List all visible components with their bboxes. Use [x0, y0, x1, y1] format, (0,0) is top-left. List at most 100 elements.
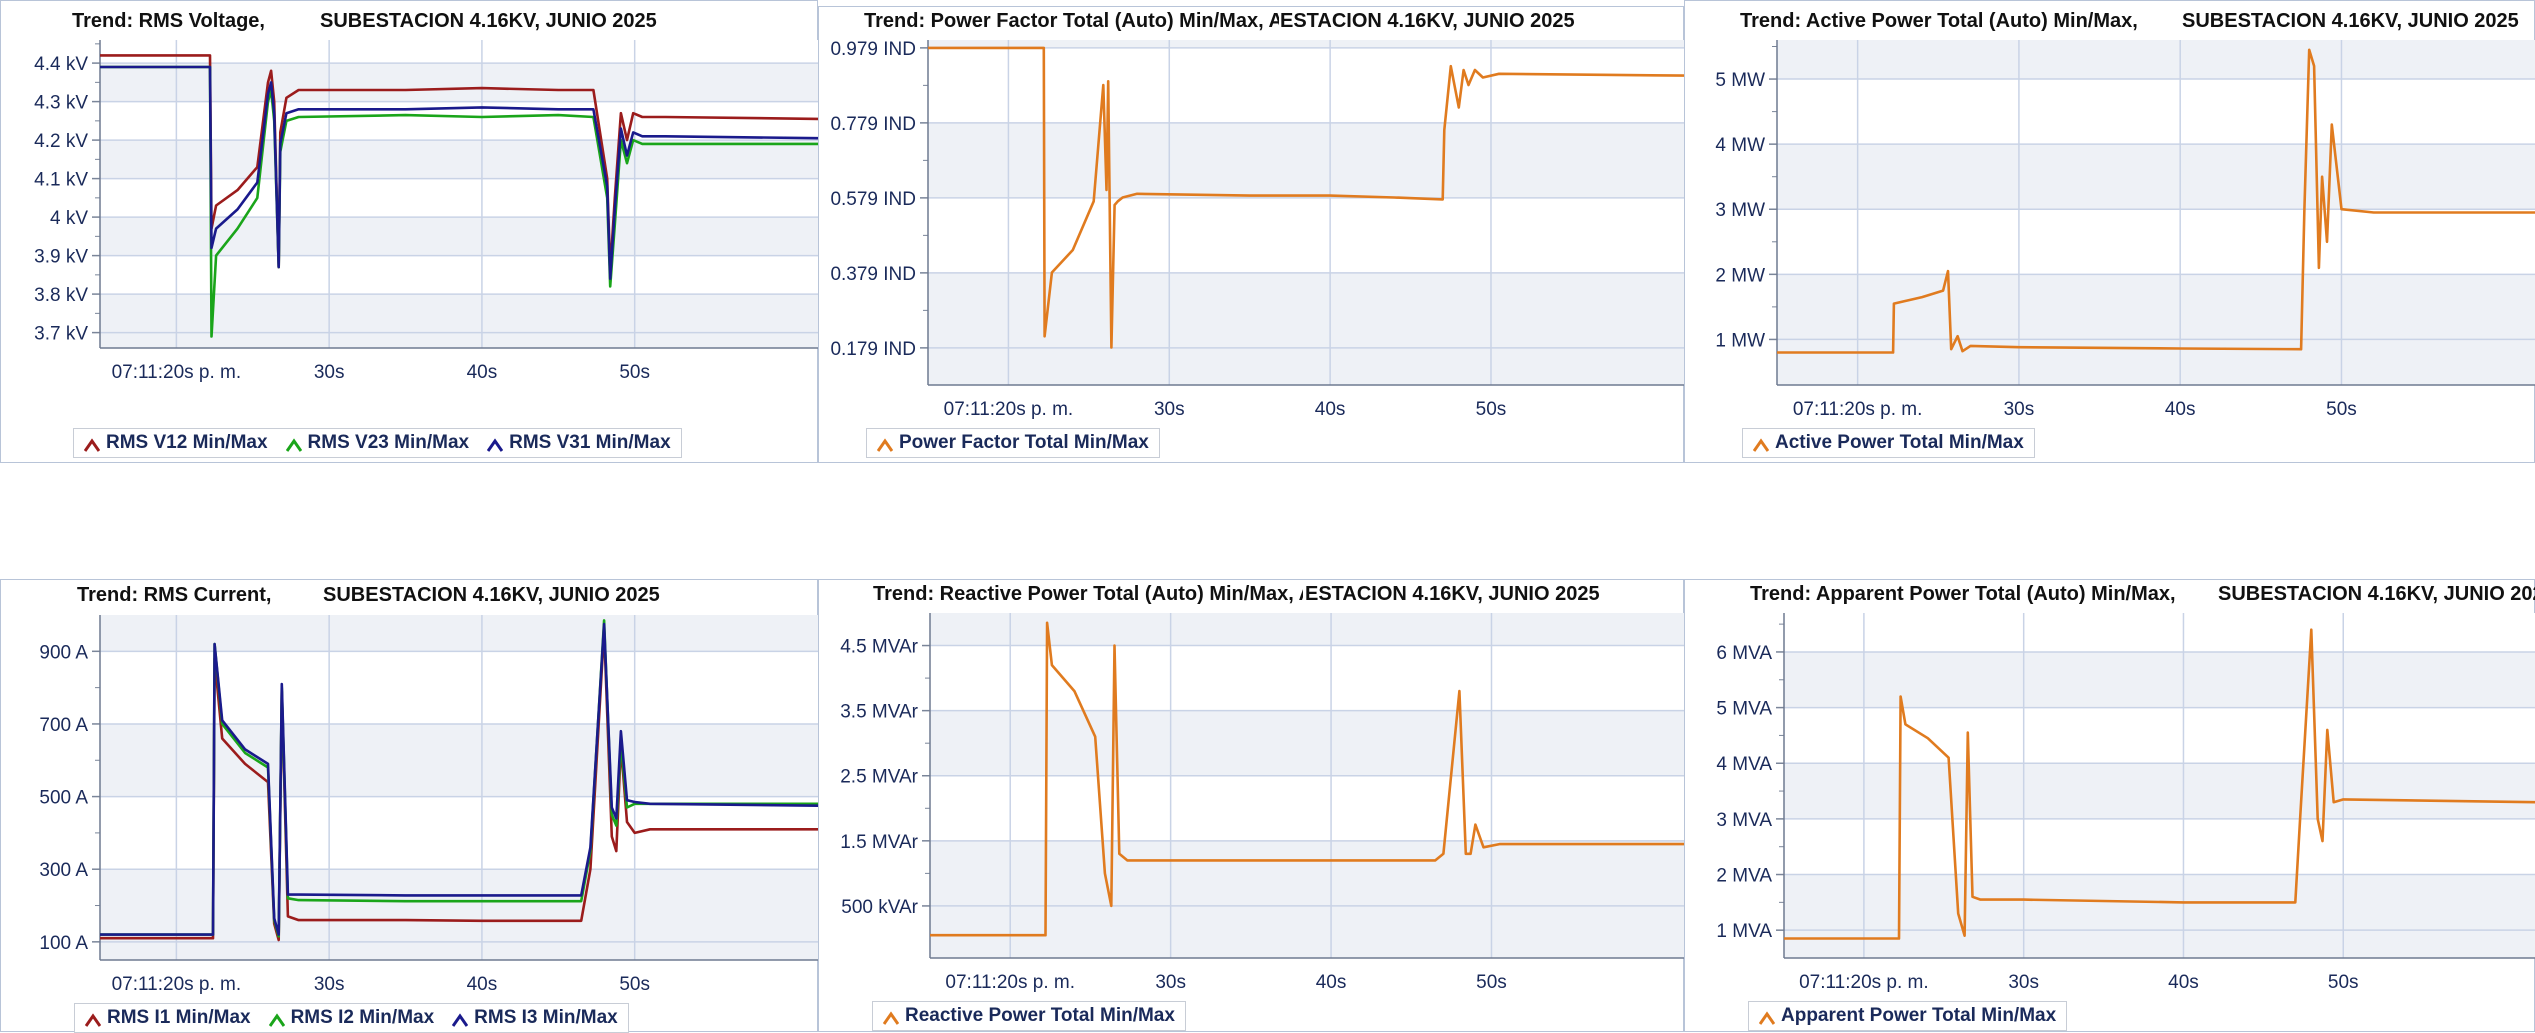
reactive-power-chart: 500 kVAr 1.5 MVAr 2.5 MVAr 3.5 MVAr 4.5 MVAr…	[840, 613, 1684, 993]
y-tick-label: 3.9 kV	[34, 247, 88, 268]
x-tick-label: 30s	[314, 362, 345, 383]
y-tick-label: 1 MW	[1715, 330, 1765, 351]
y-tick-label: 0.979 IND	[830, 39, 916, 60]
legend-chevron-icon	[876, 436, 894, 452]
legend-label: Power Factor Total Min/Max	[899, 432, 1149, 453]
legend-entry[interactable]: Apparent Power Total Min/Max	[1758, 1005, 2057, 1027]
x-tick-label: 50s	[1476, 972, 1507, 993]
legend-label: Apparent Power Total Min/Max	[1781, 1005, 2057, 1026]
legend-label: Reactive Power Total Min/Max	[905, 1005, 1175, 1026]
power-factor-chart: 0.179 IND 0.379 IND 0.579 IND 0.779 IND 0.97…	[830, 39, 1684, 420]
chart-legend: RMS V12 Min/Max RMS V23 Min/Max RMS V31 …	[73, 428, 682, 458]
y-tick-label: 6 MVA	[1716, 643, 1772, 664]
legend-chevron-icon	[451, 1011, 469, 1027]
y-tick-label: 4.5 MVAr	[840, 637, 918, 658]
rms-voltage-chart: 3.7 kV 3.8 kV 3.9 kV 4 kV 4.1 kV 4.2 kV 4.3 kV…	[34, 40, 818, 383]
x-tick-label: 30s	[1154, 399, 1185, 420]
grid-band	[928, 122, 1684, 198]
chart-title-site: SUBESTACION 4.16KV, JUNIO 2025	[2218, 583, 2535, 605]
series-line	[100, 622, 818, 936]
x-tick-label: 50s	[2326, 399, 2357, 420]
chart-legend: Active Power Total Min/Max	[1742, 428, 2035, 458]
x-tick-label: 07:11:20s p. m.	[112, 362, 242, 383]
y-tick-label: 3 MW	[1715, 200, 1765, 221]
legend-entry[interactable]: Power Factor Total Min/Max	[876, 432, 1149, 454]
legend-label: Active Power Total Min/Max	[1775, 432, 2024, 453]
y-tick-label: 5 MVA	[1716, 699, 1772, 720]
grid-band	[100, 294, 818, 333]
y-tick-label: 4 kV	[50, 208, 88, 229]
chart-title-site: SUBESTACION 4.16KV, JUNIO 2025	[2182, 10, 2519, 32]
y-tick-label: 4.3 kV	[34, 93, 88, 114]
grid-band	[100, 941, 818, 960]
y-tick-label: 1 MVA	[1716, 921, 1772, 942]
grid-band	[1784, 651, 2535, 708]
y-tick-label: 300 A	[39, 860, 88, 881]
legend-label: RMS V23 Min/Max	[307, 432, 470, 453]
grid-band	[100, 140, 818, 179]
chart-title: Trend: Power Factor Total (Auto) Min/Max…	[864, 10, 1279, 32]
legend-entry[interactable]: RMS V23 Min/Max	[285, 432, 470, 454]
chart-title-site: SUBESTACION 4.16KV, JUNIO 2025	[323, 584, 660, 606]
x-tick-label: 30s	[2004, 399, 2035, 420]
y-tick-label: 2 MW	[1715, 265, 1765, 286]
apparent-power-chart: 1 MVA 2 MVA 3 MVA 4 MVA 5 MVA 6 MVA 07:11:20s …	[1716, 613, 2535, 993]
x-tick-label: 07:11:20s p. m.	[112, 974, 242, 995]
chart-title-site: ESTACION 4.16KV, JUNIO 2025	[1280, 10, 1575, 32]
series-line	[1784, 628, 2535, 940]
grid-band	[1784, 930, 2535, 958]
y-tick-label: 0.579 IND	[830, 189, 916, 210]
legend-entry[interactable]: Active Power Total Min/Max	[1752, 432, 2024, 454]
y-tick-label: 900 A	[39, 642, 88, 663]
x-tick-label: 40s	[1315, 399, 1346, 420]
x-tick-label: 40s	[1316, 972, 1347, 993]
legend-chevron-icon	[285, 436, 302, 452]
x-tick-label: 50s	[619, 974, 650, 995]
legend-chevron-icon	[1758, 1009, 1776, 1025]
grid-band	[930, 905, 1684, 958]
y-tick-label: 0.179 IND	[830, 339, 916, 360]
legend-chevron-icon	[1752, 436, 1770, 452]
grid-band	[928, 347, 1684, 385]
x-tick-label: 40s	[2165, 399, 2196, 420]
grid-band	[100, 63, 818, 102]
x-tick-label: 07:11:20s p. m.	[945, 972, 1075, 993]
y-tick-label: 4 MW	[1715, 135, 1765, 156]
legend-entry[interactable]: Reactive Power Total Min/Max	[882, 1005, 1175, 1027]
legend-entry[interactable]: RMS I1 Min/Max	[84, 1007, 251, 1029]
grid-band	[930, 710, 1684, 776]
x-tick-label: 07:11:20s p. m.	[1799, 972, 1929, 993]
chart-title: Trend: Reactive Power Total (Auto) Min/M…	[873, 583, 1303, 605]
legend-label: RMS V12 Min/Max	[106, 432, 268, 453]
grid-band	[1777, 339, 2535, 385]
grid-band	[100, 332, 818, 348]
legend-entry[interactable]: RMS I2 Min/Max	[268, 1007, 434, 1029]
grid-band	[100, 217, 818, 256]
x-tick-label: 50s	[619, 362, 650, 383]
y-tick-label: 5 MW	[1715, 70, 1765, 91]
x-tick-label: 50s	[2328, 972, 2359, 993]
legend-chevron-icon	[268, 1011, 285, 1027]
series-line	[100, 54, 818, 273]
legend-entry[interactable]: RMS V31 Min/Max	[486, 432, 671, 454]
y-tick-label: 100 A	[39, 933, 88, 954]
grid-band	[1777, 40, 2535, 80]
chart-title: Trend: Active Power Total (Auto) Min/Max…	[1740, 10, 2138, 32]
legend-entry[interactable]: RMS V12 Min/Max	[83, 432, 268, 454]
grid-band	[1777, 144, 2535, 210]
y-tick-label: 3.7 kV	[34, 324, 88, 345]
series-line	[1777, 48, 2535, 354]
y-tick-label: 3.5 MVAr	[840, 702, 918, 723]
x-tick-label: 50s	[1476, 399, 1507, 420]
grid-band	[100, 615, 818, 652]
chart-title-site: ESTACION 4.16KV, JUNIO 2025	[1305, 583, 1600, 605]
legend-label: RMS I1 Min/Max	[107, 1007, 251, 1028]
legend-entry[interactable]: RMS I3 Min/Max	[451, 1007, 618, 1029]
grid-band	[930, 840, 1684, 906]
x-tick-label: 07:11:20s p. m.	[944, 399, 1074, 420]
y-tick-label: 4.4 kV	[34, 54, 88, 75]
active-power-chart: 1 MW 2 MW 3 MW 4 MW 5 MW 07:11:20s p. m. 30s 40…	[1715, 40, 2535, 420]
series-line	[928, 46, 1684, 349]
y-tick-label: 4 MVA	[1716, 754, 1772, 775]
y-tick-label: 0.379 IND	[830, 264, 916, 285]
